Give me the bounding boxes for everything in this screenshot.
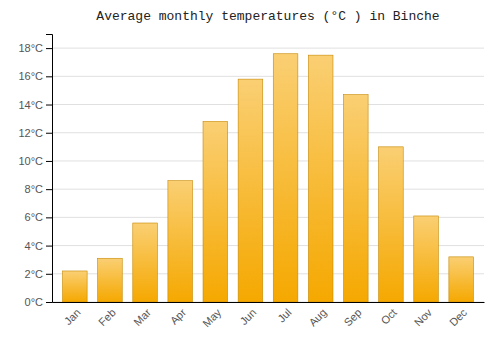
grid-line: [52, 76, 484, 77]
y-axis: 0°C 2°C 4°C 6°C 8°C 10°C 12°C 14°C 16°C 18°C: [18, 35, 52, 309]
y-tick: 8°C: [25, 183, 52, 195]
y-tick: 6°C: [25, 211, 52, 223]
y-axis-line: [46, 35, 53, 303]
x-tick-label: Sep: [341, 306, 363, 328]
y-tick: 16°C: [18, 70, 52, 82]
y-tick: 0°C: [25, 296, 52, 308]
title: Average monthly temperatures (°C ) in Bi…: [96, 9, 439, 24]
y-tick: 2°C: [25, 268, 52, 280]
bars: [63, 54, 474, 302]
x-tick-label: Apr: [168, 306, 189, 327]
y-tick-mark: [46, 217, 52, 218]
grid-line: [52, 189, 484, 190]
bar: [308, 55, 333, 302]
bar: [414, 216, 439, 302]
grid-line: [52, 48, 484, 49]
x-tick-label: Feb: [96, 306, 118, 328]
y-tick-label: 0°C: [25, 296, 44, 308]
bar: [203, 121, 228, 302]
bar: [133, 223, 158, 302]
y-tick: 12°C: [18, 127, 52, 139]
y-tick-label: 8°C: [25, 183, 44, 195]
x-tick: Oct: [378, 306, 399, 327]
y-tick: 18°C: [18, 42, 52, 54]
bar: [273, 54, 298, 302]
bar: [168, 181, 193, 302]
y-tick-mark: [46, 302, 52, 303]
x-tick-label: Jun: [237, 306, 258, 327]
grid-line: [52, 104, 484, 105]
x-tick-label: Mar: [131, 306, 153, 328]
chart: 0°C 2°C 4°C 6°C 8°C 10°C 12°C 14°C 16°C 18°C Jan Fe…: [0, 0, 500, 350]
x-tick: Jul: [275, 306, 293, 324]
bar: [63, 271, 88, 302]
grid-line: [52, 132, 484, 133]
bar: [98, 258, 123, 302]
x-tick-label: May: [200, 306, 224, 330]
y-tick-label: 4°C: [25, 240, 44, 252]
y-tick-mark: [46, 48, 52, 49]
x-tick-label: Jul: [275, 306, 293, 324]
x-tick-label: Oct: [378, 306, 399, 327]
x-tick: Jun: [237, 306, 258, 327]
x-tick: Nov: [412, 306, 435, 329]
y-tick-label: 14°C: [18, 99, 43, 111]
y-tick-mark: [46, 133, 52, 134]
y-tick-mark: [46, 189, 52, 190]
y-tick: 4°C: [25, 240, 52, 252]
x-tick: Feb: [96, 306, 118, 328]
x-tick-label: Aug: [306, 306, 328, 328]
x-tick-label: Dec: [447, 306, 470, 329]
x-tick: Dec: [447, 306, 470, 329]
x-tick: May: [200, 306, 224, 330]
bar: [238, 79, 263, 302]
y-tick-label: 6°C: [25, 211, 44, 223]
grid: [52, 48, 484, 302]
bar: [379, 147, 404, 302]
x-axis: Jan Feb Mar Apr May Jun Jul Aug Sep Oct Nov Dec: [53, 303, 485, 330]
grid-line: [52, 160, 484, 161]
y-tick-label: 10°C: [18, 155, 43, 167]
x-tick-label: Jan: [62, 306, 83, 327]
y-tick: 14°C: [18, 99, 52, 111]
x-tick: Aug: [306, 306, 328, 328]
y-tick-mark: [46, 246, 52, 247]
y-tick: 10°C: [18, 155, 52, 167]
y-tick-mark: [46, 76, 52, 77]
x-tick: Sep: [341, 306, 363, 328]
y-tick-mark: [46, 105, 52, 106]
bar: [449, 257, 474, 302]
y-tick-mark: [46, 161, 52, 162]
y-tick-label: 16°C: [18, 70, 43, 82]
y-tick-label: 18°C: [18, 42, 43, 54]
x-tick: Mar: [131, 306, 153, 328]
y-tick-mark: [46, 274, 52, 275]
x-tick-label: Nov: [412, 306, 435, 329]
plot: 0°C 2°C 4°C 6°C 8°C 10°C 12°C 14°C 16°C 18°C Jan Fe…: [18, 35, 484, 330]
x-tick: Jan: [62, 306, 83, 327]
y-tick-label: 12°C: [18, 127, 43, 139]
bar: [344, 95, 369, 302]
x-axis-line: [53, 302, 485, 303]
y-tick-label: 2°C: [25, 268, 44, 280]
x-tick: Apr: [168, 306, 189, 327]
